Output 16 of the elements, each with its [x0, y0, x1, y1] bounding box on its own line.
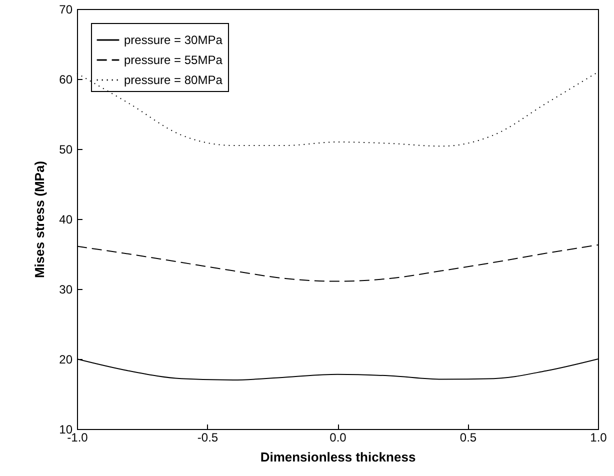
y-tick-label: 70: [59, 2, 73, 16]
y-tick-label: 40: [59, 212, 73, 226]
x-tick-label: 0.0: [330, 430, 347, 444]
y-tick-label: 20: [59, 352, 73, 366]
x-tick-label: 0.5: [460, 430, 477, 444]
x-tick-label: -0.5: [197, 430, 218, 444]
legend-label: pressure = 55MPa: [124, 53, 223, 67]
legend-label: pressure = 80MPa: [124, 73, 223, 87]
y-axis-title: Mises stress (MPa): [32, 160, 48, 278]
y-tick-label: 30: [59, 282, 73, 296]
x-tick-label: 1.0: [590, 430, 608, 444]
y-tick-label: 10: [59, 422, 73, 436]
y-tick-label: 50: [59, 142, 73, 156]
y-tick-label: 60: [59, 72, 73, 86]
legend-label: pressure = 30MPa: [124, 33, 223, 47]
x-axis-title: Dimensionless thickness: [260, 450, 416, 464]
